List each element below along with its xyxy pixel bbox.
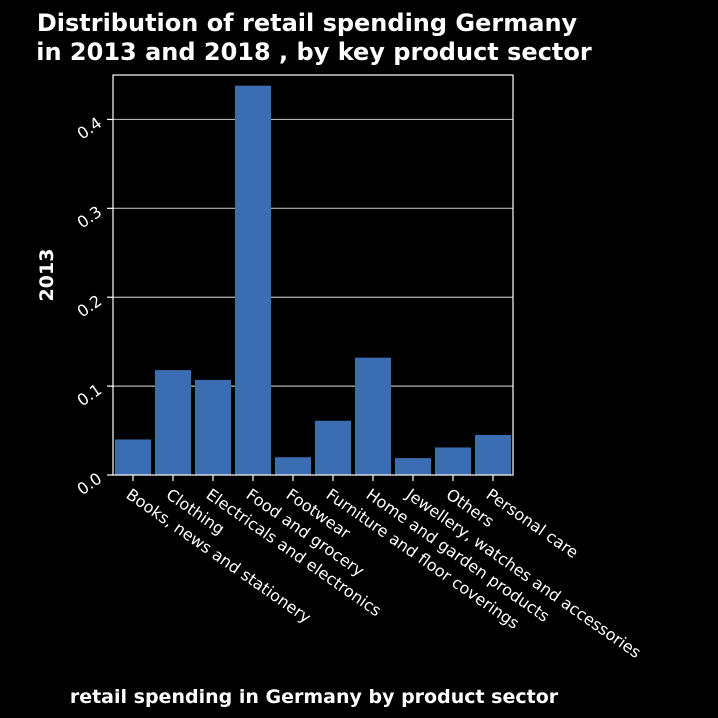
bar	[435, 447, 471, 475]
bars	[115, 85, 511, 476]
bar	[275, 457, 311, 475]
bar	[115, 439, 151, 475]
y-axis-ticks: 0.0 0.1 0.2 0.3 0.4	[74, 113, 113, 499]
x-axis-label: retail spending in Germany by product se…	[70, 686, 559, 708]
bar	[195, 379, 231, 475]
y-tick-label: 0.2	[74, 291, 106, 321]
plot-frame	[112, 74, 514, 476]
chart-title-line-1: Distribution of retail spending Germany	[37, 9, 578, 37]
y-axis-label: 2013	[36, 249, 58, 302]
y-tick-label: 0.4	[74, 113, 106, 143]
gridlines	[113, 118, 513, 387]
y-tick-label: 0.1	[74, 380, 106, 410]
bar	[395, 458, 431, 475]
x-axis-ticks: Books, news and stationeryClothingElectr…	[123, 475, 645, 662]
bar	[155, 370, 191, 475]
bar	[475, 435, 511, 475]
bar	[355, 357, 391, 475]
y-tick-label: 0.0	[74, 469, 106, 499]
chart-title-line-2: in 2013 and 2018 , by key product sector	[36, 38, 592, 66]
bar	[235, 85, 271, 476]
bar	[315, 420, 351, 475]
y-tick-label: 0.3	[74, 202, 106, 232]
